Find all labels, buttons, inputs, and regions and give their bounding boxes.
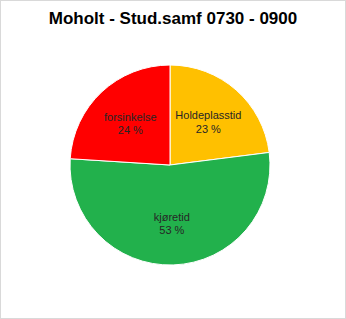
slice (70, 65, 170, 165)
chart: Moholt - Stud.samf 0730 - 0900 Holdeplass… (0, 0, 346, 319)
data-labels: Holdeplasstid23 % kjøretid53 % forsinkelse… (104, 109, 241, 236)
data-label: Holdeplasstid23 % (175, 109, 241, 134)
slice (170, 65, 269, 165)
slice-value: 53 % (159, 224, 184, 236)
title: Moholt - Stud.samf 0730 - 0900 (49, 9, 297, 28)
slice-name: kjøretid (154, 211, 190, 223)
slice-value: 23 % (196, 122, 221, 134)
data-label: kjøretid53 % (154, 211, 190, 236)
frame (1, 1, 346, 319)
slice (70, 152, 270, 265)
pie (70, 65, 270, 265)
slice-name: Holdeplasstid (175, 109, 241, 121)
slice-value: 24 % (118, 124, 143, 136)
slice-name: forsinkelse (104, 111, 157, 123)
data-label: forsinkelse24 % (104, 111, 157, 136)
